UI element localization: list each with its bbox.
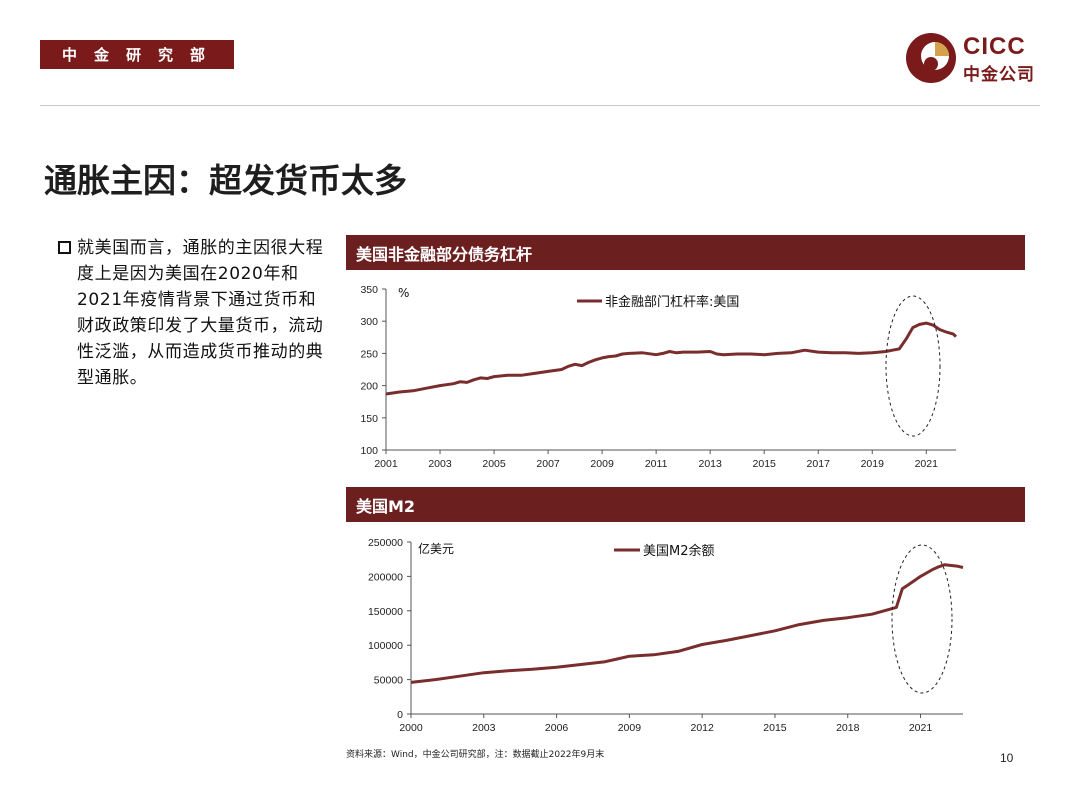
x-tick-label: 2013 xyxy=(698,458,722,470)
chart1-leverage: 100 150 200 250 300 350 2001 2003 2005 2007 2009 20… xyxy=(360,284,958,470)
x-tick-label: 2001 xyxy=(374,458,398,470)
y-tick-label: 100000 xyxy=(368,640,403,652)
header-tag: 中金研究部 xyxy=(40,40,234,69)
series-line xyxy=(385,321,958,396)
x-tick-label: 2005 xyxy=(482,458,506,470)
y-tick-label: 0 xyxy=(397,709,403,721)
highlight-ellipse xyxy=(891,544,953,694)
unit-label: 亿美元 xyxy=(418,541,454,556)
series-line xyxy=(410,563,964,684)
chart1-title-bar: 美国非金融部分债务杠杆 xyxy=(346,235,1025,270)
x-tick-label: 2009 xyxy=(590,458,614,470)
y-tick-label: 200 xyxy=(360,381,378,393)
y-tick-label: 50000 xyxy=(374,675,403,687)
chart2-m2: 0 50000 100000 150000 200000 250000 2000 2003 20… xyxy=(368,537,964,734)
x-tick-label: 2019 xyxy=(861,458,885,470)
unit-label: % xyxy=(398,286,409,300)
cicc-coin-logo-icon xyxy=(906,33,956,83)
page-title: 通胀主因：超发货币太多 xyxy=(44,161,407,200)
y-tick-label: 150 xyxy=(360,413,378,425)
x-tick-label: 2003 xyxy=(428,458,452,470)
x-tick-label: 2007 xyxy=(536,458,560,470)
x-tick-label: 2015 xyxy=(763,722,787,734)
x-tick-label: 2018 xyxy=(836,722,860,734)
x-tick-label: 2017 xyxy=(807,458,831,470)
source-note: 资料来源：Wind，中金公司研究部，注：数据截止2022年9月末 xyxy=(346,750,605,760)
logo-en-text: CICC xyxy=(963,33,1026,60)
square-bullet-icon xyxy=(58,241,71,254)
x-tick-label: 2011 xyxy=(645,458,668,470)
chart2-title-bar: 美国M2 xyxy=(346,487,1025,522)
bullet-text: 就美国而言，通胀的主因很大程度上是因为美国在2020年和2021年疫情背景下通过… xyxy=(77,238,324,388)
x-tick-label: 2009 xyxy=(618,722,642,734)
x-tick-label: 2021 xyxy=(909,722,933,734)
page-number: 10 xyxy=(1000,751,1014,765)
cicc-logo: CICC 中金公司 xyxy=(903,30,1048,86)
y-tick-label: 150000 xyxy=(368,606,403,618)
header-divider xyxy=(40,105,1040,106)
x-tick-label: 2015 xyxy=(753,458,777,470)
y-tick-label: 250000 xyxy=(368,537,403,549)
y-tick-label: 350 xyxy=(360,284,378,296)
logo-cn-text: 中金公司 xyxy=(963,65,1035,85)
x-tick-label: 2000 xyxy=(399,722,423,734)
highlight-ellipse xyxy=(885,295,941,437)
x-tick-label: 2003 xyxy=(472,722,496,734)
legend-label: 非金融部门杠杆率:美国 xyxy=(605,294,739,310)
y-tick-label: 100 xyxy=(360,445,378,457)
y-tick-label: 200000 xyxy=(368,571,403,583)
x-tick-label: 2021 xyxy=(915,458,939,470)
x-tick-label: 2012 xyxy=(690,722,714,734)
legend-label: 美国M2余额 xyxy=(643,543,715,559)
x-tick-label: 2006 xyxy=(545,722,569,734)
y-tick-label: 250 xyxy=(360,348,378,360)
bullet-item: 就美国而言，通胀的主因很大程度上是因为美国在2020年和2021年疫情背景下通过… xyxy=(58,235,333,391)
y-tick-label: 300 xyxy=(360,316,378,328)
